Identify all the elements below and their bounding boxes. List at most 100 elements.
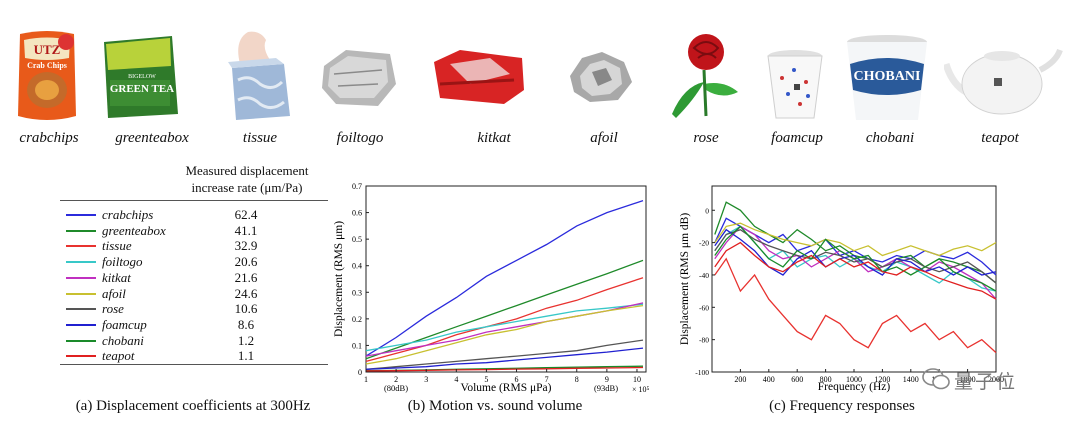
table-row-name: afoil: [102, 285, 126, 301]
table-bottom-rule: [60, 364, 328, 365]
legend-swatch: [66, 355, 96, 358]
object-photo-strip: UTZ Crab Chips BIGELOW GREEN TEA: [0, 30, 1080, 125]
tissue-photo: [228, 31, 290, 120]
chart-c-ytick-label: -100: [695, 368, 709, 377]
table-row-name: chobani: [102, 332, 144, 348]
watermark-text: 量子位: [954, 371, 1018, 393]
chart-b-series-rose: [365, 339, 644, 370]
table-row-name: tissue: [102, 238, 132, 254]
legend-swatch: [66, 323, 96, 326]
chart-c-series-rose: [714, 228, 997, 284]
table-header-line-2: increase rate (μm/Pa): [191, 180, 303, 195]
chart-b-xtick-label: 10: [633, 375, 641, 384]
greenteabox-photo: BIGELOW GREEN TEA: [104, 36, 178, 118]
table-row: foamcup 8.6: [60, 317, 330, 333]
object-label-crabchips: crabchips: [19, 130, 79, 146]
chart-b-annotation-80db: (80dB): [384, 383, 408, 393]
object-label-greenteabox: greenteabox: [115, 130, 189, 146]
chart-b-ytick-label: 0.6: [352, 209, 362, 218]
table-row-name: rose: [102, 301, 124, 317]
chobani-brand-text: CHOBANI: [854, 69, 921, 84]
chart-c-ytick-label: 0: [705, 206, 709, 215]
chart-c-ytick-label: -80: [699, 336, 709, 345]
chart-c-xtick-label: 800: [820, 375, 832, 384]
chart-c-ytick-label: -60: [699, 303, 709, 312]
chart-c-series-tissue: [714, 257, 997, 354]
chart-c-xtick-label: 1200: [874, 375, 890, 384]
rose-photo: [672, 34, 738, 118]
crabchips-product-text: Crab Chips: [27, 61, 67, 70]
chart-b-xtick-label: 2: [394, 375, 398, 384]
chart-b-series-foamcup: [365, 347, 644, 370]
chart-b-series-afoil: [365, 304, 644, 365]
chart-b-x-exponent: × 10⁵: [632, 385, 650, 394]
table-row: kitkat 21.6: [60, 270, 330, 286]
chart-b-xtick-label: 3: [424, 375, 428, 384]
chart-c-xtick-label: 1400: [903, 375, 919, 384]
chart-c-series-greenteabox: [714, 201, 997, 284]
chart-b-xtick-label: 7: [545, 375, 549, 384]
table-header-line-1: Measured displacement: [185, 163, 309, 178]
chart-c-ytick-label: -20: [699, 239, 709, 248]
table-top-rule: [60, 200, 328, 201]
table-row-value: 10.6: [234, 301, 258, 317]
legend-swatch: [66, 261, 96, 264]
table-row: chobani 1.2: [60, 333, 330, 349]
chart-b-ytick-label: 0.1: [352, 341, 362, 350]
chart-c-series-teapot: [714, 241, 997, 300]
table-row: foiltogo 20.6: [60, 254, 330, 270]
chart-b-ytick-label: 0.7: [352, 182, 362, 191]
chart-b-xtick-label: 6: [515, 375, 519, 384]
chart-c-ytick-label: -40: [699, 271, 709, 280]
legend-swatch: [66, 308, 96, 311]
chart-c-xtick-label: 200: [734, 375, 746, 384]
watermark: 量子位: [922, 367, 1072, 393]
table-row-value: 24.6: [234, 285, 258, 301]
caption-b: (b) Motion vs. sound volume: [407, 398, 583, 414]
chart-c-xlabel: Frequency (Hz): [818, 381, 891, 393]
caption-a: (a) Displacement coefficients at 300Hz: [75, 398, 311, 414]
wechat-icon: [922, 368, 950, 390]
table-row-value: 41.1: [234, 222, 258, 238]
table-row-name: foiltogo: [102, 254, 143, 270]
chobani-photo: CHOBANI: [847, 35, 927, 120]
motion-vs-volume-chart: 1 2 3 4 5 6 7 8 9 10 0 0.1 0.2 0.3 0.4 0.5 0.6 0.7 Volum…: [333, 182, 650, 394]
object-label-tissue: tissue: [242, 130, 278, 146]
object-label-afoil: afoil: [590, 130, 618, 146]
object-label-foiltogo: foiltogo: [336, 130, 384, 146]
chart-b-ytick-label: 0.4: [352, 262, 362, 271]
chart-b-series-crabchips: [365, 199, 644, 357]
crabchips-photo: UTZ Crab Chips: [18, 31, 76, 120]
object-label-kitkat: kitkat: [477, 130, 511, 146]
chart-c-xtick-label: 600: [791, 375, 803, 384]
table-row-name: kitkat: [102, 269, 131, 285]
chart-c-xtick-label: 1800: [960, 375, 976, 384]
teapot-photo: [944, 48, 1063, 115]
table-header: Measured displacement increase rate (μm/…: [177, 162, 317, 196]
table-row: afoil 24.6: [60, 286, 330, 302]
foiltogo-photo: [322, 50, 396, 106]
foamcup-photo: [767, 50, 823, 119]
chart-b-series-foiltogo: [365, 303, 644, 352]
table-row: teapot 1.1: [60, 348, 330, 364]
chart-c-xtick-label: 400: [763, 375, 775, 384]
chart-b-annotation-93db: (93dB): [594, 383, 618, 393]
chart-b-ylabel: Displacement (RMS μm): [333, 221, 345, 337]
chart-b-frame: [365, 185, 647, 373]
table-row-value: 21.6: [234, 269, 258, 285]
chart-b-xtick-label: 4: [454, 375, 458, 384]
object-label-teapot: teapot: [981, 130, 1019, 146]
chart-b-xtick-label: 8: [575, 375, 579, 384]
displacement-table: Measured displacement increase rate (μm/…: [60, 158, 330, 373]
table-row-value: 8.6: [237, 316, 255, 332]
chart-b-ytick-label: 0.5: [352, 235, 362, 244]
chart-b-series-teapot: [365, 366, 644, 372]
chart-b-series-tissue: [365, 277, 644, 363]
greenteabox-brand-text: BIGELOW: [128, 74, 156, 80]
chart-c-xtick-label: 2000: [988, 375, 1004, 384]
table-row-name: teapot: [102, 348, 135, 364]
chart-b-ytick-label: 0.3: [352, 288, 362, 297]
chart-b-ytick-label: 0.2: [352, 315, 362, 324]
legend-swatch: [66, 339, 96, 342]
chart-b-ytick-label: 0: [358, 368, 362, 377]
